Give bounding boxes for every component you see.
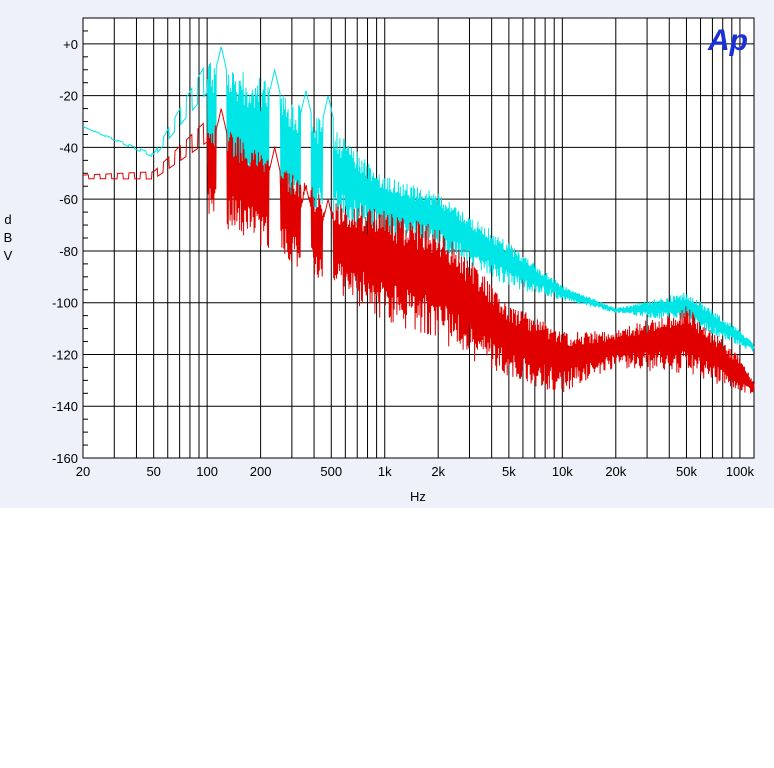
x-tick-label: 50k	[676, 464, 697, 479]
x-tick-label: 5k	[502, 464, 516, 479]
x-tick-label: 50	[146, 464, 160, 479]
chart-panel: 20 50 100 200 500 1k 2k 5k 10k 20k 50k 100k +0 -20 -4…	[0, 0, 774, 508]
y-tick-label: +0	[63, 37, 78, 52]
x-tick-label: 2k	[431, 464, 445, 479]
y-tick-label: -40	[59, 140, 78, 155]
y-axis-letter: d	[4, 212, 11, 227]
y-axis-title: d B V	[4, 212, 13, 263]
x-axis-title: Hz	[410, 489, 426, 504]
spectrum-chart: 20 50 100 200 500 1k 2k 5k 10k 20k 50k 100k +0 -20 -4…	[4, 17, 755, 504]
x-tick-label: 100	[196, 464, 218, 479]
y-tick-label: -140	[52, 399, 78, 414]
series-layer	[82, 46, 755, 394]
y-tick-label: -20	[59, 89, 78, 104]
series-line	[82, 46, 755, 352]
y-tick-label: -80	[59, 244, 78, 259]
x-tick-label: 200	[250, 464, 272, 479]
minor-grid	[83, 17, 88, 446]
series-line	[83, 108, 755, 394]
x-tick-labels: 20 50 100 200 500 1k 2k 5k 10k 20k 50k 100k	[76, 464, 755, 479]
x-tick-label: 20	[76, 464, 90, 479]
y-tick-label: -60	[59, 192, 78, 207]
x-tick-label: 1k	[378, 464, 392, 479]
ap-logo: Ap	[707, 24, 748, 57]
y-tick-label: -100	[52, 296, 78, 311]
y-axis-letter: B	[4, 230, 13, 245]
x-tick-label: 10k	[552, 464, 573, 479]
x-tick-label: 100k	[726, 464, 755, 479]
y-tick-labels: +0 -20 -40 -60 -80 -100 -120 -140 -160	[52, 37, 78, 466]
y-axis-letter: V	[4, 248, 13, 263]
x-tick-label: 500	[320, 464, 342, 479]
x-tick-label: 20k	[605, 464, 626, 479]
y-tick-label: -160	[52, 451, 78, 466]
y-tick-label: -120	[52, 347, 78, 362]
